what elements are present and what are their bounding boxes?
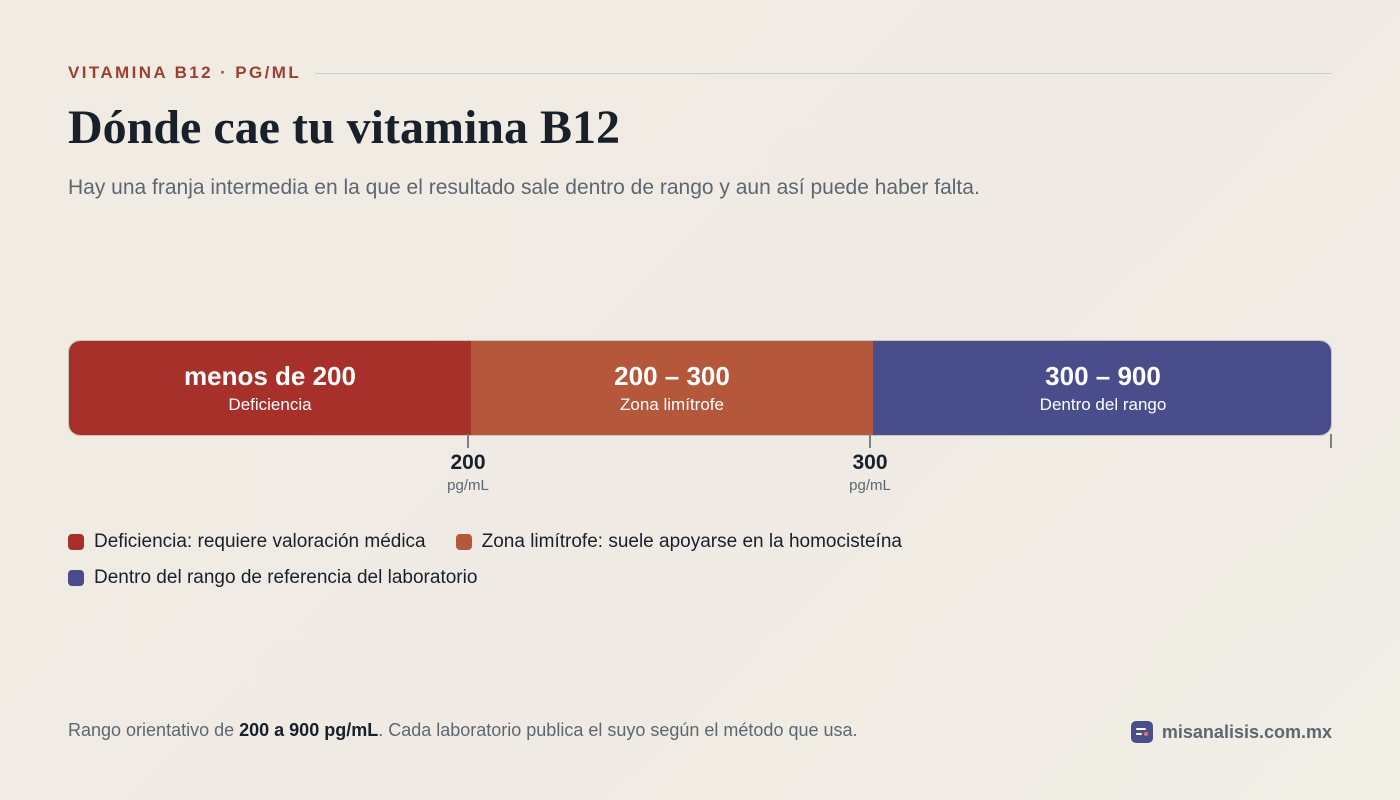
legend-text: Zona limítrofe: suele apoyarse en la hom… [481, 531, 902, 552]
brand-name: misanalisis.com.mx [1161, 721, 1332, 742]
segment-category-label: Deficiencia [228, 395, 312, 414]
axis-tick-mark [869, 434, 871, 448]
legend-text: Dentro del rango de referencia del labor… [94, 567, 478, 588]
axis-tick-mark [1330, 434, 1332, 448]
tick-value: 300 [852, 451, 888, 474]
chart-logo-icon [1130, 721, 1153, 743]
footer-note-suffix: . Cada laboratorio publica el suyo según… [378, 720, 858, 740]
axis-tick-label: 200 pg/mL [428, 451, 508, 495]
bar-segment-0: menos de 200 Deficiencia [69, 341, 471, 435]
bar-segment-2: 300 – 900 Dentro del rango [873, 341, 1331, 435]
legend-item-deficiencia: Deficiencia: requiere valoración médica [68, 531, 426, 553]
segment-category-label: Zona limítrofe [620, 395, 724, 414]
legend-text: Deficiencia: requiere valoración médica [94, 531, 426, 552]
tick-unit: pg/mL [849, 477, 891, 494]
legend-row: Dentro del rango de referencia del labor… [68, 564, 1332, 592]
axis-tick-mark [467, 434, 469, 448]
footer-note-prefix: Rango orientativo de [68, 720, 240, 740]
footer-note: Rango orientativo de 200 a 900 pg/mL. Ca… [68, 720, 858, 741]
axis-tick-label: 300 pg/mL [830, 451, 910, 495]
legend-item-dentro-rango: Dentro del rango de referencia del labor… [68, 567, 477, 589]
infographic: VITAMINA B12 · PG/ML Dónde cae tu vitami… [68, 0, 1332, 800]
eyebrow-divider [315, 72, 1332, 74]
tick-value: 200 [450, 451, 486, 474]
tick-unit: pg/mL [447, 477, 489, 494]
legend-swatch [68, 534, 84, 550]
legend-item-limitrofe: Zona limítrofe: suele apoyarse en la hom… [455, 531, 902, 553]
legend-swatch [68, 570, 84, 586]
legend-row: Deficiencia: requiere valoración médica … [68, 528, 1332, 556]
legend-swatch [455, 534, 472, 550]
segment-range-label: 200 – 300 [614, 361, 730, 391]
segment-category-label: Dentro del rango [1039, 395, 1167, 414]
range-bar: menos de 200 Deficiencia 200 – 300 Zona lim… [68, 340, 1332, 436]
eyebrow-row: VITAMINA B12 · PG/ML [68, 62, 1332, 84]
brand[interactable]: misanalisis.com.mx [1130, 721, 1332, 743]
bar-segment-1: 200 – 300 Zona limítrofe [471, 341, 873, 435]
segment-range-label: 300 – 900 [1045, 361, 1161, 391]
segment-range-label: menos de 200 [184, 361, 356, 391]
page-subtitle: Hay una franja intermedia en la que el r… [68, 176, 980, 199]
eyebrow-label: VITAMINA B12 · PG/ML [68, 63, 302, 82]
page-title: Dónde cae tu vitamina B12 [68, 101, 620, 154]
footer-note-range: 200 a 900 pg/mL [239, 720, 379, 740]
legend: Deficiencia: requiere valoración médica … [68, 528, 1332, 600]
